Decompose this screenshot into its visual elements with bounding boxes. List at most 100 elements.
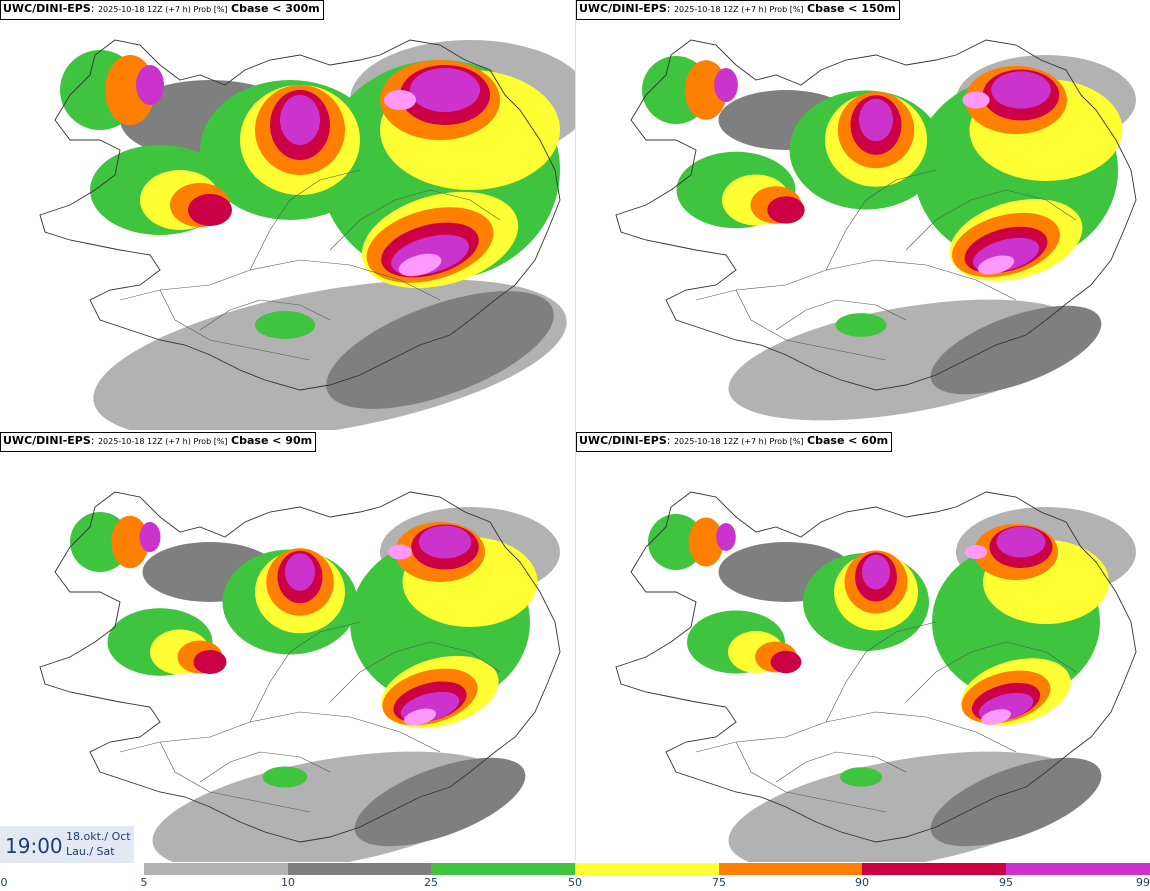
probability-area bbox=[388, 544, 412, 560]
road-line bbox=[159, 741, 311, 813]
probability-area bbox=[193, 650, 227, 674]
road-line bbox=[735, 741, 887, 813]
colorbar-tick-label: 25 bbox=[424, 876, 438, 889]
run-info: 2025-10-18 12Z (+7 h) Prob [%] bbox=[673, 5, 804, 14]
map-panel-cbase-150: UWC/DINI-EPS: 2025-10-18 12Z (+7 h) Prob… bbox=[576, 0, 1150, 430]
colorbar-bin bbox=[431, 863, 575, 875]
valid-time: 19:00 bbox=[5, 834, 63, 858]
road-line bbox=[825, 621, 937, 723]
model-name: UWC/DINI-EPS bbox=[3, 434, 91, 447]
model-name: UWC/DINI-EPS bbox=[3, 2, 91, 15]
probability-area bbox=[648, 514, 704, 570]
colorbar-bin bbox=[1006, 863, 1150, 875]
panel-title: UWC/DINI-EPS: 2025-10-18 12Z (+7 h) Prob… bbox=[576, 0, 900, 20]
probability-area bbox=[688, 517, 724, 567]
map-panel-cbase-300: UWC/DINI-EPS: 2025-10-18 12Z (+7 h) Prob… bbox=[0, 0, 575, 430]
probability-area bbox=[326, 291, 554, 409]
valid-day: Lau./ Sat bbox=[66, 845, 115, 858]
threshold-label: Cbase < 150m bbox=[807, 2, 896, 15]
probability-area bbox=[410, 68, 480, 112]
road-line bbox=[199, 751, 331, 783]
threshold-label: Cbase < 300m bbox=[231, 2, 320, 15]
road-line bbox=[735, 289, 887, 361]
probability-area bbox=[962, 91, 990, 109]
probability-area bbox=[398, 253, 442, 277]
probability-area bbox=[255, 311, 315, 339]
iceland-probability-map bbox=[615, 39, 1137, 421]
road-line bbox=[119, 259, 441, 301]
road-line bbox=[249, 621, 361, 723]
colorbar-tick-label: 10 bbox=[281, 876, 295, 889]
road-line bbox=[775, 299, 907, 331]
probability-area bbox=[840, 767, 882, 787]
probability-area bbox=[384, 90, 416, 110]
colorbar-tick-label: 50 bbox=[568, 876, 582, 889]
iceland-probability-map bbox=[615, 491, 1137, 862]
run-info: 2025-10-18 12Z (+7 h) Prob [%] bbox=[673, 437, 804, 446]
road-line bbox=[199, 299, 331, 331]
road-line bbox=[695, 711, 1017, 753]
probability-area bbox=[996, 526, 1046, 558]
probability-area bbox=[354, 757, 526, 847]
panel-title: UWC/DINI-EPS: 2025-10-18 12Z (+7 h) Prob… bbox=[576, 432, 893, 452]
colorbar-tick-label: 99 bbox=[1136, 876, 1150, 889]
probability-area bbox=[930, 757, 1102, 847]
colorbar-bin bbox=[719, 863, 862, 875]
coastline bbox=[39, 491, 561, 843]
probability-area bbox=[136, 65, 164, 105]
colorbar-tick-label: 75 bbox=[712, 876, 726, 889]
colorbar-tick-label: 90 bbox=[855, 876, 869, 889]
map-panel-cbase-60: UWC/DINI-EPS: 2025-10-18 12Z (+7 h) Prob… bbox=[576, 432, 1150, 862]
probability-colorbar: 0 5 10 25 50 75 90 95 99 bbox=[0, 863, 1150, 891]
panel-title: UWC/DINI-EPS: 2025-10-18 12Z (+7 h) Prob… bbox=[0, 432, 317, 452]
probability-area bbox=[977, 255, 1015, 275]
road-line bbox=[329, 641, 501, 703]
probability-area bbox=[859, 98, 893, 142]
road-line bbox=[905, 641, 1077, 703]
colorbar-tick-label: 95 bbox=[999, 876, 1013, 889]
model-name: UWC/DINI-EPS bbox=[579, 2, 667, 15]
probability-area bbox=[188, 194, 232, 226]
probability-area bbox=[964, 545, 988, 559]
map-panel-cbase-90: UWC/DINI-EPS: 2025-10-18 12Z (+7 h) Prob… bbox=[0, 432, 575, 862]
probability-area bbox=[714, 68, 738, 102]
road-line bbox=[825, 169, 937, 271]
probability-area bbox=[111, 515, 149, 569]
panel-title: UWC/DINI-EPS: 2025-10-18 12Z (+7 h) Prob… bbox=[0, 0, 324, 20]
iceland-probability-map bbox=[39, 39, 575, 430]
probability-area bbox=[770, 650, 802, 674]
colorbar-bin bbox=[575, 863, 719, 875]
road-line bbox=[905, 189, 1077, 251]
panel-divider bbox=[575, 0, 576, 860]
probability-area bbox=[285, 553, 315, 591]
run-info: 2025-10-18 12Z (+7 h) Prob [%] bbox=[97, 5, 228, 14]
probability-area bbox=[835, 313, 887, 337]
probability-area bbox=[767, 196, 805, 224]
probability-area bbox=[139, 522, 161, 552]
run-info: 2025-10-18 12Z (+7 h) Prob [%] bbox=[97, 437, 228, 446]
threshold-label: Cbase < 60m bbox=[807, 434, 889, 447]
coastline bbox=[615, 39, 1137, 391]
coastline bbox=[615, 491, 1137, 843]
colorbar-tick-label: 5 bbox=[140, 876, 148, 889]
road-line bbox=[119, 711, 441, 753]
model-name: UWC/DINI-EPS bbox=[579, 434, 667, 447]
road-line bbox=[695, 259, 1017, 301]
probability-area bbox=[403, 708, 437, 726]
road-line bbox=[775, 751, 907, 783]
valid-date: 18.okt./ Oct bbox=[66, 830, 131, 843]
probability-area bbox=[930, 305, 1102, 395]
probability-area bbox=[991, 71, 1051, 109]
colorbar-tick-label: 0 bbox=[0, 876, 8, 889]
coastline bbox=[39, 39, 561, 391]
iceland-probability-map bbox=[39, 491, 561, 862]
probability-area bbox=[716, 523, 736, 551]
valid-time-box: 19:00 18.okt./ Oct Lau./ Sat bbox=[0, 826, 134, 863]
probability-area bbox=[262, 766, 308, 788]
road-line bbox=[159, 289, 311, 361]
colorbar-bin bbox=[288, 863, 431, 875]
probability-area bbox=[418, 525, 472, 559]
colorbar-bin bbox=[862, 863, 1006, 875]
road-line bbox=[249, 169, 361, 271]
road-line bbox=[329, 189, 501, 251]
